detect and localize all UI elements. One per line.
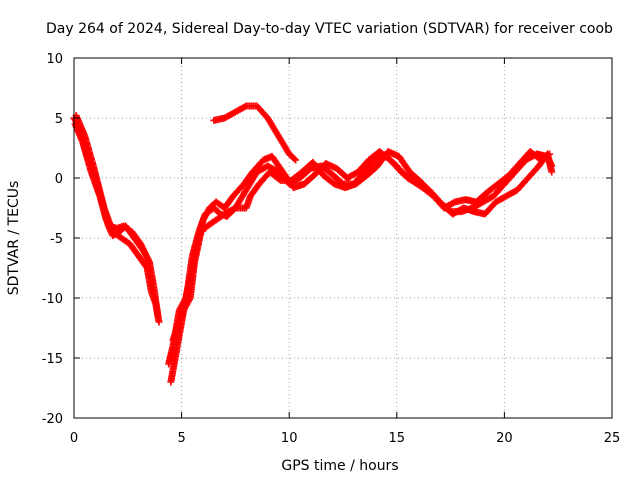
y-tick-label: 10 — [46, 52, 63, 67]
x-tick-label: 25 — [604, 431, 621, 446]
y-tick-label: 0 — [55, 172, 63, 187]
grid — [74, 58, 612, 418]
x-tick-label: 0 — [70, 431, 78, 446]
y-tick-label: -20 — [42, 412, 63, 427]
y-tick-label: 5 — [55, 112, 63, 127]
ticks — [73, 57, 613, 419]
y-tick-label: -5 — [50, 232, 63, 247]
data-point — [292, 156, 300, 164]
series-track-6 — [169, 148, 556, 344]
data-point — [275, 175, 283, 183]
data-points — [70, 102, 556, 386]
chart-title: Day 264 of 2024, Sidereal Day-to-day VTE… — [46, 21, 613, 37]
series-track-5 — [165, 148, 554, 368]
y-tick-label: -15 — [42, 352, 63, 367]
data-point — [548, 168, 556, 176]
x-tick-label: 20 — [496, 431, 513, 446]
data-point — [185, 296, 193, 303]
x-tick-label: 15 — [389, 431, 406, 446]
data-point — [145, 258, 153, 266]
data-point — [155, 318, 163, 326]
data-point — [290, 155, 298, 163]
series-track-7 — [210, 102, 300, 164]
tick-labels: 0 5 10 15 20 25 10 5 0 -5 -10 -15 -20 — [42, 52, 621, 446]
x-tick-label: 10 — [281, 431, 298, 446]
y-axis-label: SDTVAR / TECUs — [6, 181, 22, 296]
x-tick-label: 5 — [177, 431, 185, 446]
y-tick-label: -10 — [42, 292, 63, 307]
series-track-3 — [72, 112, 153, 266]
x-axis-label: GPS time / hours — [281, 458, 398, 474]
